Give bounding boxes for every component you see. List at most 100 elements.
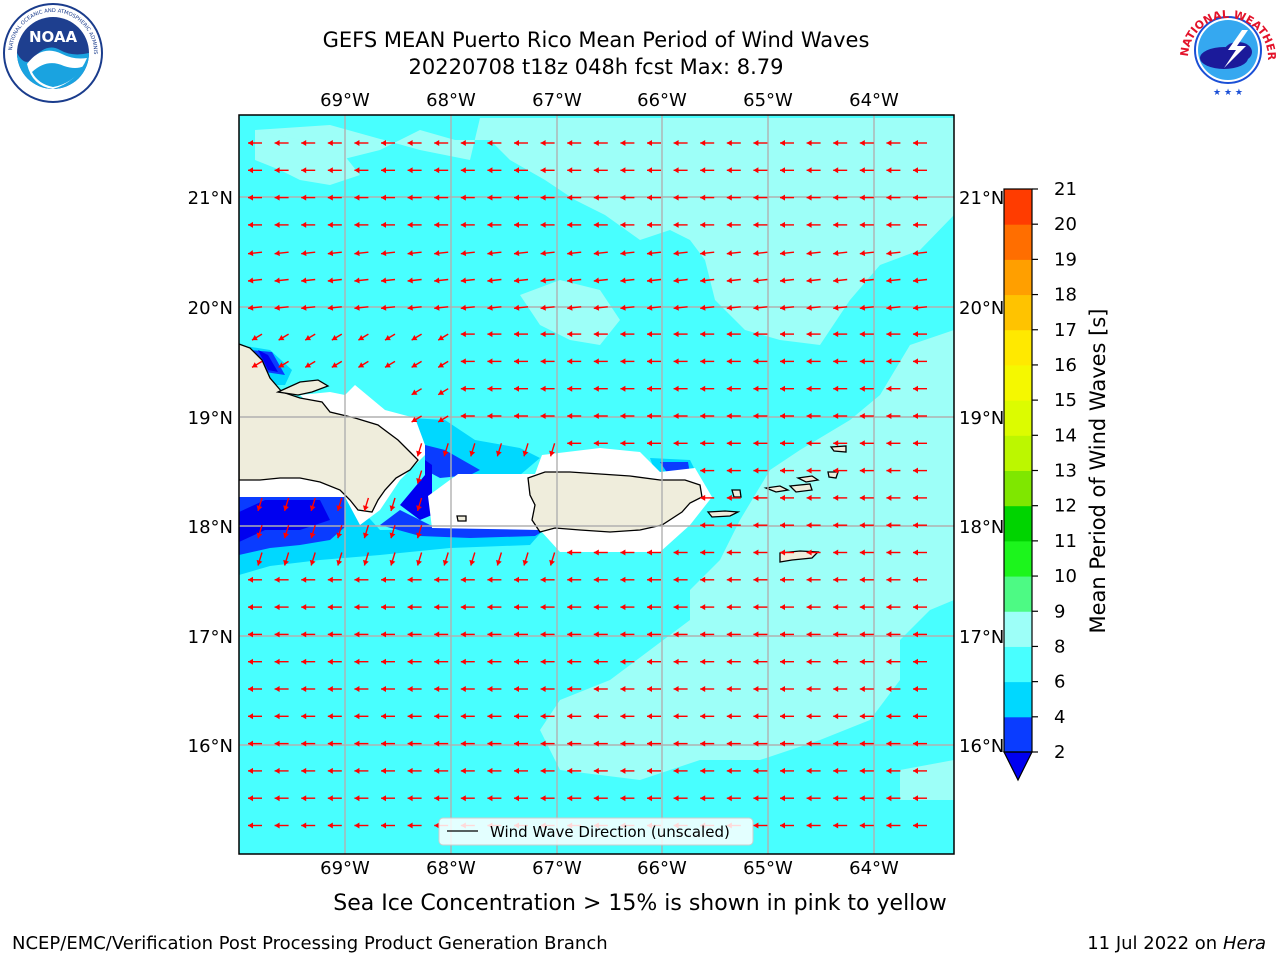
wind-wave-arrow [327,167,342,174]
longitude-labels-bottom: 69°W 68°W 67°W 66°W 65°W 64°W [320,858,899,879]
period-field-under-2 [239,350,432,542]
wind-wave-arrow [358,360,369,369]
wind-wave-arrow [647,413,661,419]
wind-wave-arrow [514,140,528,146]
wind-wave-arrow [549,443,556,457]
wind-wave-arrow [487,604,502,611]
wind-wave-arrow [274,686,289,692]
wind-wave-arrow [886,658,901,665]
wind-wave-arrow [248,576,262,583]
lat-label-left: 21°N [188,188,233,209]
wind-wave-arrow [700,494,715,501]
wind-wave-arrow [620,686,635,692]
wind-wave-arrow [416,497,423,512]
wind-wave-arrow [487,194,502,201]
wind-wave-arrow [381,221,395,228]
colorbar-segment [1004,681,1032,718]
wind-wave-arrow [327,822,342,829]
wind-wave-arrow [384,360,396,369]
colorbar-tick-label: 6 [1054,672,1065,693]
wind-wave-arrow [522,552,529,566]
wind-wave-arrow [248,167,262,174]
lat-label-right: 21°N [959,188,1004,209]
wind-wave-arrow [567,658,582,665]
wind-wave-arrow [620,549,635,556]
wind-wave-arrow [434,658,449,665]
wind-wave-arrow [567,413,582,419]
wind-wave-arrow [549,552,556,566]
wind-wave-arrow [363,552,370,566]
wind-wave-arrow [514,358,528,365]
culebra [731,489,742,498]
wind-wave-arrow [407,221,422,228]
wind-wave-arrow [726,194,741,201]
wind-wave-arrow [437,388,449,396]
wind-wave-arrow [407,140,422,146]
wind-wave-arrow [806,631,821,638]
wind-wave-arrow [700,767,715,774]
wind-wave-arrow [726,140,741,146]
wind-wave-arrow [620,385,635,392]
wind-wave-arrow [646,277,662,284]
colorbar-tick-label: 12 [1054,496,1077,517]
wind-wave-arrow [487,221,502,228]
lat-label-left: 19°N [188,408,233,429]
wind-wave-arrow [647,194,661,201]
wind-wave-arrow [859,767,874,774]
wind-wave-arrow [469,443,476,457]
wind-wave-arrow [301,576,316,583]
wind-wave-arrow [647,440,661,447]
wind-wave-arrow [859,304,874,311]
wind-wave-arrow [514,221,528,228]
wind-wave-arrow [407,576,422,583]
wind-wave-arrow [647,767,661,774]
wind-wave-arrow [593,277,608,284]
wind-wave-arrow [301,795,316,802]
wind-wave-arrow [540,413,555,419]
wind-wave-arrow [434,167,449,174]
wind-wave-arrow [833,576,848,583]
wind-wave-arrow [673,250,688,257]
wind-wave-arrow [381,767,395,774]
wind-wave-arrow [274,822,289,829]
wind-wave-arrow [886,713,901,720]
wind-wave-arrow [540,385,555,392]
colorbar-segment [1004,329,1032,366]
wind-wave-arrow [859,740,874,747]
wind-wave-arrow [753,331,768,338]
wind-wave-arrow [780,467,794,474]
colorbar-tick-label: 8 [1054,636,1065,657]
wind-wave-arrow [726,250,741,257]
wind-wave-arrow [567,713,582,720]
wind-wave-arrow [886,576,901,583]
wind-wave-arrow [912,277,928,284]
wind-wave-arrow [647,713,661,720]
colorbar-segment [1004,505,1032,542]
wind-wave-arrow [248,631,262,638]
wind-wave-arrow [753,440,768,447]
wind-wave-arrow [859,250,874,257]
wind-wave-arrow [913,194,927,201]
wind-wave-arrow [593,740,608,747]
wind-wave-arrow [304,333,316,341]
wind-wave-arrow [700,658,715,665]
wind-wave-arrow [593,795,608,802]
hispaniola-north-cape [275,379,330,396]
lat-label-right: 20°N [959,298,1004,319]
wind-wave-arrow [514,795,528,802]
wind-wave-arrow [780,440,794,447]
wind-wave-arrow [859,194,874,201]
wind-wave-arrow [886,385,901,392]
wind-wave-arrow [833,331,848,338]
wind-wave-arrow [726,522,741,529]
wind-wave-arrow [700,385,715,392]
colorbar-segment [1004,294,1032,331]
wind-wave-arrow [859,167,874,174]
wind-wave-arrow [301,277,316,284]
wind-wave-arrow [469,552,476,566]
wind-wave-arrow [886,686,901,692]
wind-wave-arrow [567,740,582,747]
wind-wave-arrow [886,140,901,146]
wind-wave-arrow [251,333,263,341]
wind-wave-arrow [700,358,715,365]
